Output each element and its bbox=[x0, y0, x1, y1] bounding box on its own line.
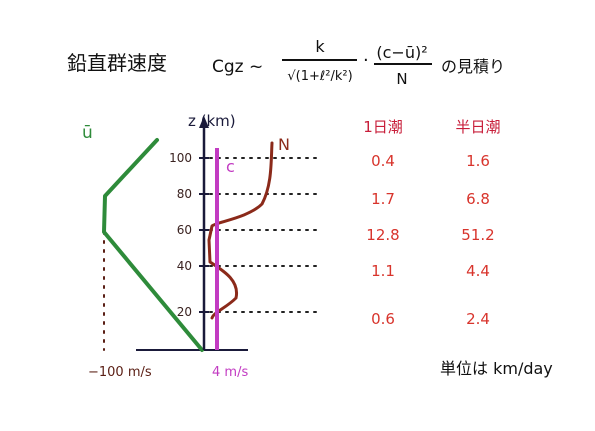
table-cell: 51.2 bbox=[461, 226, 494, 244]
table-cell: 0.6 bbox=[371, 310, 395, 328]
table-cell: 12.8 bbox=[366, 226, 399, 244]
title-fraction1-denominator: √(1+ℓ²/k²) bbox=[287, 69, 352, 84]
z-tick-label: 60 bbox=[177, 223, 192, 237]
table-cell: 1.1 bbox=[371, 262, 395, 280]
title-prefix: 鉛直群速度 bbox=[67, 51, 167, 75]
table-cell: 1.7 bbox=[371, 190, 395, 208]
z-tick-label: 80 bbox=[177, 187, 192, 201]
z-tick-label: 40 bbox=[177, 259, 192, 273]
title: 鉛直群速度 Cgz ~ k √(1+ℓ²/k²) · (c−ū)² N の見積り bbox=[67, 37, 505, 88]
table-cell: 6.8 bbox=[466, 190, 490, 208]
n-label: N bbox=[278, 135, 290, 154]
table-header-diurnal: 1日潮 bbox=[363, 118, 403, 136]
title-dot: · bbox=[363, 50, 369, 71]
table-cell: 2.4 bbox=[466, 310, 490, 328]
table-cell: 1.6 bbox=[466, 152, 490, 170]
title-fraction1-numerator: k bbox=[315, 37, 325, 56]
z-tick-label: 20 bbox=[177, 305, 192, 319]
z-axis-label: z (km) bbox=[188, 112, 236, 130]
u-bottom-label: −100 m/s bbox=[88, 365, 152, 380]
table-cell: 0.4 bbox=[371, 152, 395, 170]
z-axis-ticks bbox=[199, 157, 209, 313]
table-header-semidiurnal: 半日潮 bbox=[455, 118, 500, 136]
level-lines bbox=[209, 157, 323, 313]
title-symbol: Cgz ~ bbox=[212, 57, 263, 77]
unit-note: 単位は km/day bbox=[440, 359, 553, 378]
u-label: ū bbox=[82, 123, 93, 143]
z-axis-arrow-icon bbox=[199, 116, 209, 128]
estimate-table: 1日潮 半日潮 0.4 1.6 1.7 6.8 12.8 51.2 1.1 4.… bbox=[363, 118, 553, 378]
c-label: c bbox=[226, 157, 235, 176]
c-bottom-label: 4 m/s bbox=[212, 365, 248, 380]
u-profile-line bbox=[102, 138, 204, 352]
z-tick-labels: 100 80 60 40 20 bbox=[169, 151, 192, 319]
title-suffix: の見積り bbox=[441, 57, 505, 76]
n-profile-line bbox=[207, 141, 274, 320]
z-tick-label: 100 bbox=[169, 151, 192, 165]
title-fraction2-numerator: (c−ū)² bbox=[376, 43, 427, 62]
table-cell: 4.4 bbox=[466, 262, 490, 280]
title-fraction2-denominator: N bbox=[396, 70, 407, 88]
